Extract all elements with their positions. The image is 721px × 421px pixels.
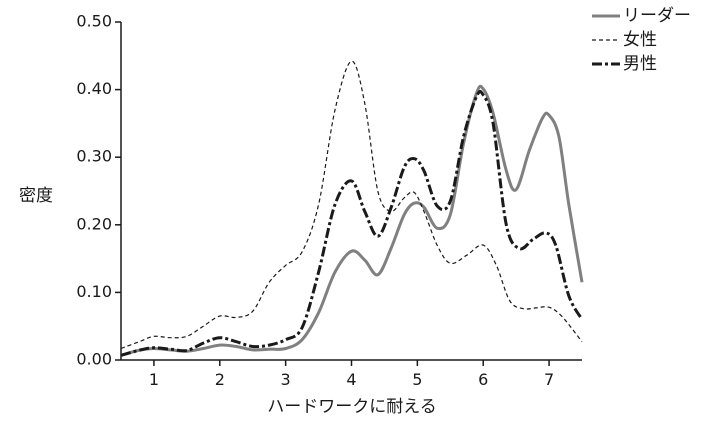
y-axis-title: 密度: [19, 186, 53, 206]
legend-label: 男性: [623, 54, 657, 74]
y-tick-label: 0.20: [76, 214, 112, 233]
x-tick-label: 4: [346, 370, 356, 389]
series-line-1: [120, 84, 584, 357]
x-axis-title: ハードワークに耐える: [267, 397, 437, 417]
legend-label: リーダー: [623, 6, 691, 26]
series-line-2: [120, 60, 583, 350]
legend-label: 女性: [623, 30, 657, 50]
x-ticks: 1 2 3 4 5 6 7: [149, 360, 554, 389]
x-tick-label: 1: [149, 370, 159, 389]
x-tick-label: 7: [544, 370, 554, 389]
series-line-3: [120, 89, 584, 357]
x-tick-label: 6: [478, 370, 488, 389]
y-tick-label: 0.30: [76, 147, 112, 166]
y-tick-label: 0.40: [76, 79, 112, 98]
x-tick-label: 3: [281, 370, 291, 389]
y-tick-label: 0.10: [76, 282, 112, 301]
series-layer: [120, 60, 584, 357]
y-tick-label: 0.50: [76, 12, 112, 31]
y-tick-label: 0.00: [76, 350, 112, 369]
y-ticks: 0.00 0.10 0.20 0.30 0.40 0.50: [76, 12, 121, 369]
x-tick-label: 5: [412, 370, 422, 389]
x-tick-label: 2: [215, 370, 225, 389]
